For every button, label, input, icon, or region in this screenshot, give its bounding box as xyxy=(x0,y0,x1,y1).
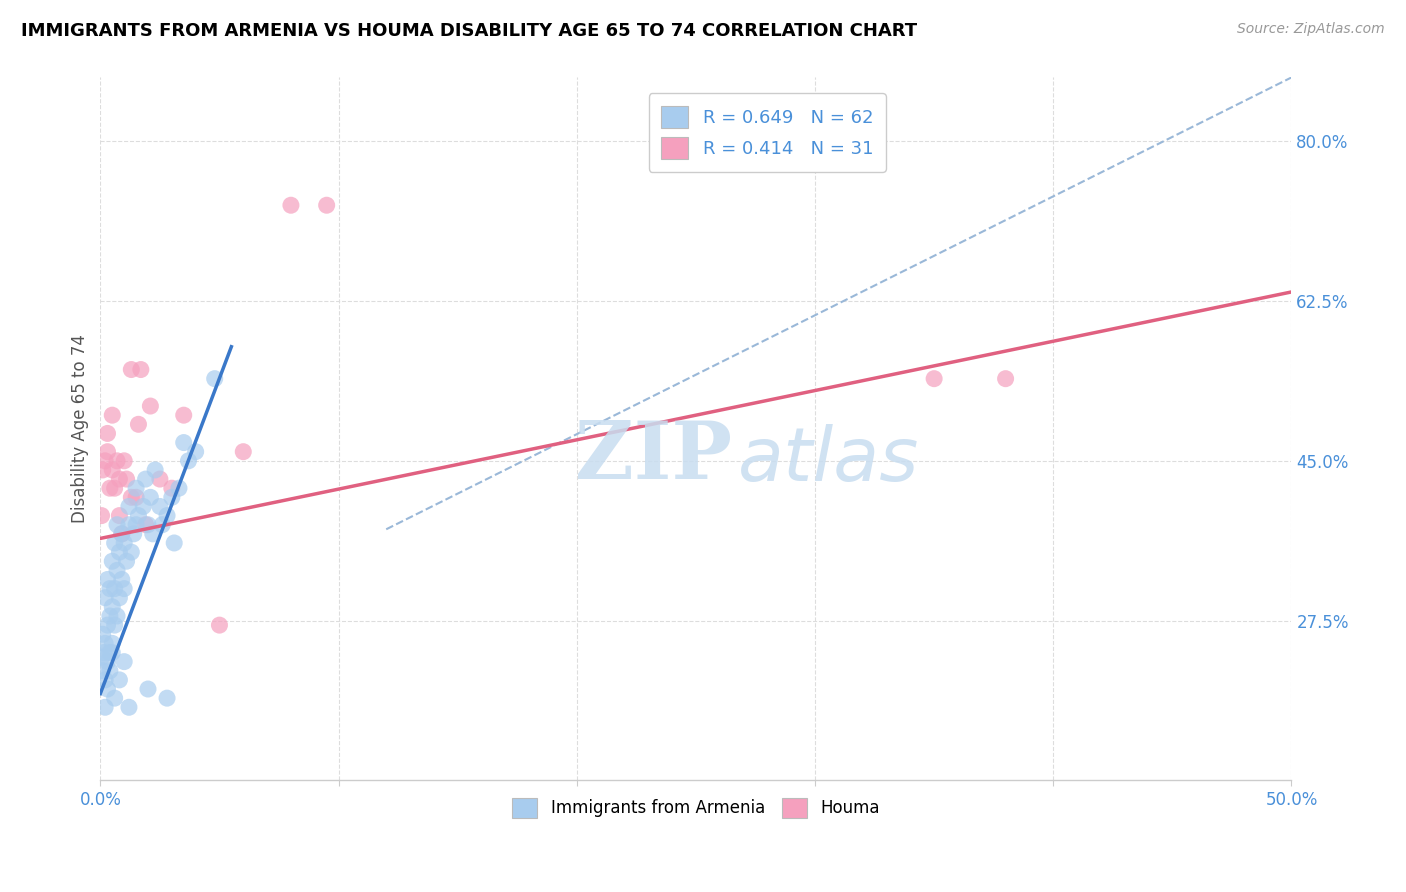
Point xyxy=(101,599,124,614)
Point xyxy=(156,508,179,523)
Point xyxy=(112,536,135,550)
Legend: Immigrants from Armenia, Houma: Immigrants from Armenia, Houma xyxy=(506,791,886,825)
Point xyxy=(173,408,195,422)
Point xyxy=(120,362,142,376)
Point xyxy=(104,481,127,495)
Point xyxy=(150,517,173,532)
Point xyxy=(120,545,142,559)
Point xyxy=(105,563,128,577)
Point xyxy=(108,545,131,559)
Point xyxy=(105,609,128,624)
Point xyxy=(127,417,149,432)
Point xyxy=(136,681,159,696)
Point xyxy=(91,627,114,641)
Point xyxy=(94,454,117,468)
Point xyxy=(101,463,124,477)
Point xyxy=(139,399,162,413)
Point xyxy=(104,691,127,706)
Point xyxy=(280,198,302,212)
Point xyxy=(96,426,118,441)
Point xyxy=(184,444,207,458)
Point xyxy=(135,517,157,532)
Point xyxy=(98,646,121,660)
Point xyxy=(149,500,172,514)
Point xyxy=(143,463,166,477)
Point xyxy=(156,691,179,706)
Point xyxy=(101,636,124,650)
Point xyxy=(94,700,117,714)
Point xyxy=(108,472,131,486)
Point xyxy=(108,673,131,687)
Point xyxy=(108,508,131,523)
Point xyxy=(163,536,186,550)
Point xyxy=(136,517,159,532)
Point xyxy=(98,609,121,624)
Point xyxy=(115,554,138,568)
Point xyxy=(104,582,127,596)
Point xyxy=(127,508,149,523)
Point xyxy=(101,408,124,422)
Point xyxy=(167,481,190,495)
Point xyxy=(98,664,121,678)
Point xyxy=(101,646,124,660)
Point xyxy=(115,472,138,486)
Point xyxy=(922,372,945,386)
Point xyxy=(177,454,200,468)
Point xyxy=(125,517,148,532)
Point xyxy=(104,618,127,632)
Point xyxy=(96,618,118,632)
Point xyxy=(91,463,114,477)
Point xyxy=(135,472,157,486)
Point xyxy=(94,673,117,687)
Point xyxy=(994,372,1017,386)
Point xyxy=(108,591,131,605)
Y-axis label: Disability Age 65 to 74: Disability Age 65 to 74 xyxy=(72,334,89,524)
Point xyxy=(94,591,117,605)
Point xyxy=(90,508,112,523)
Point xyxy=(101,554,124,568)
Point xyxy=(96,444,118,458)
Point xyxy=(118,500,141,514)
Point xyxy=(111,526,134,541)
Point xyxy=(142,526,165,541)
Point xyxy=(315,198,337,212)
Point xyxy=(90,650,112,665)
Point xyxy=(204,372,226,386)
Point xyxy=(91,664,114,678)
Point xyxy=(112,655,135,669)
Point xyxy=(132,500,155,514)
Text: atlas: atlas xyxy=(738,425,920,497)
Point xyxy=(112,454,135,468)
Point xyxy=(104,536,127,550)
Point xyxy=(112,582,135,596)
Point xyxy=(149,472,172,486)
Text: IMMIGRANTS FROM ARMENIA VS HOUMA DISABILITY AGE 65 TO 74 CORRELATION CHART: IMMIGRANTS FROM ARMENIA VS HOUMA DISABIL… xyxy=(21,22,917,40)
Point xyxy=(96,681,118,696)
Point xyxy=(125,481,148,495)
Point xyxy=(160,481,183,495)
Point xyxy=(118,700,141,714)
Point xyxy=(232,444,254,458)
Point xyxy=(118,517,141,532)
Point xyxy=(96,573,118,587)
Point xyxy=(105,517,128,532)
Point xyxy=(93,646,115,660)
Point xyxy=(94,636,117,650)
Point xyxy=(111,526,134,541)
Point xyxy=(160,491,183,505)
Point xyxy=(208,618,231,632)
Point xyxy=(173,435,195,450)
Point xyxy=(98,481,121,495)
Point xyxy=(105,454,128,468)
Point xyxy=(96,655,118,669)
Point xyxy=(139,491,162,505)
Point xyxy=(111,573,134,587)
Point xyxy=(125,491,148,505)
Point xyxy=(98,582,121,596)
Text: ZIP: ZIP xyxy=(575,418,731,496)
Point xyxy=(120,491,142,505)
Point xyxy=(122,526,145,541)
Text: Source: ZipAtlas.com: Source: ZipAtlas.com xyxy=(1237,22,1385,37)
Point xyxy=(129,362,152,376)
